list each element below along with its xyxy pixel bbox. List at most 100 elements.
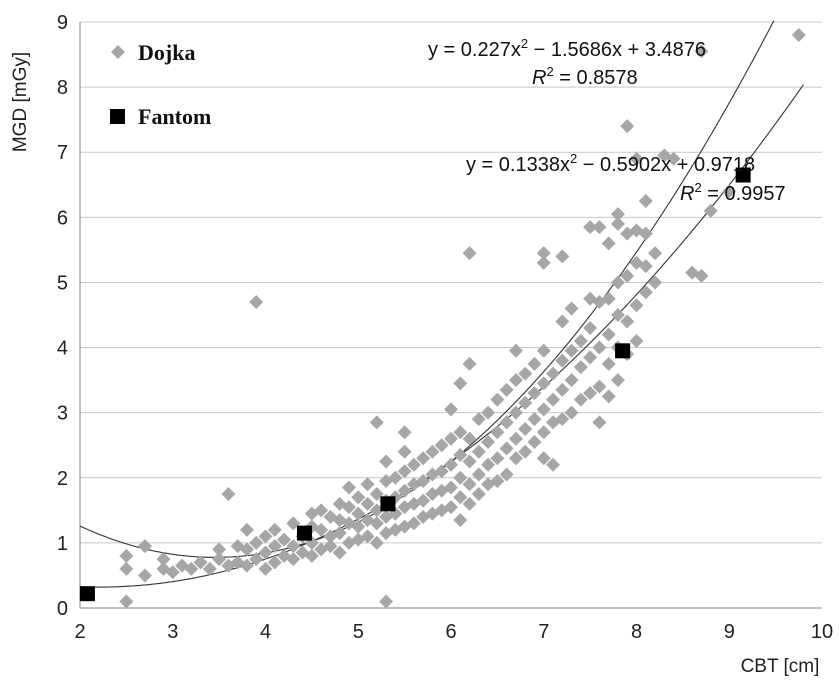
dojka-point [564,301,579,316]
dojka-point [286,539,301,554]
dojka-point [564,405,579,420]
dojka-point [638,194,653,209]
dojka-point [527,412,542,427]
dojka-series [119,28,806,609]
dojka-point [453,425,468,440]
dojka-point [193,555,208,570]
dojka-r2: R2 = 0.8578 [532,64,638,89]
x-tick-label: 7 [538,621,549,643]
dojka-point [546,457,561,472]
dojka-point [564,373,579,388]
dojka-point [629,151,644,166]
dojka-point [416,493,431,508]
x-tick-label: 3 [167,621,178,643]
dojka-point [212,542,227,557]
dojka-point [406,516,421,531]
dojka-point [490,425,505,440]
dojka-point [453,513,468,528]
dojka-point [184,561,199,576]
y-tick-label: 3 [57,403,68,425]
dojka-point [508,405,523,420]
dojka-point [314,522,329,537]
dojka-point [518,444,533,459]
dojka-point [592,220,607,235]
fantom-point [380,496,396,512]
legend-fantom-marker [110,109,125,124]
dojka-point [601,356,616,371]
dojka-point [304,548,319,563]
dojka-point [267,555,282,570]
dojka-point [351,506,366,521]
y-tick-label: 4 [57,338,68,360]
dojka-point [508,431,523,446]
dojka-point [546,366,561,381]
dojka-point [314,503,329,518]
dojka-point [481,457,496,472]
dojka-point [165,565,180,580]
dojka-point [499,467,514,482]
dojka-equation: y = 0.227x2 − 1.5686x + 3.4876 [428,36,706,61]
dojka-point [286,516,301,531]
dojka-point [555,314,570,329]
y-tick-label: 0 [57,598,68,620]
dojka-point [332,545,347,560]
dojka-point [620,119,635,134]
dojka-point [369,415,384,430]
dojka-point [444,402,458,417]
dojka-point [369,487,384,502]
x-tick-label: 4 [260,621,271,643]
dojka-point [397,444,412,459]
x-tick-label: 5 [353,621,364,643]
dojka-point [592,340,607,355]
dojka-point [555,412,570,427]
dojka-point [416,451,431,466]
dojka-point [527,386,542,401]
y-axis-title: MGD [mGy] [10,52,31,152]
dojka-point [471,467,486,482]
dojka-point [555,382,570,397]
dojka-point [444,457,458,472]
dojka-point [341,500,356,515]
dojka-point [462,496,477,511]
dojka-point [397,425,412,440]
dojka-point [583,321,598,336]
dojka-point [258,561,273,576]
dojka-point [610,275,625,290]
y-tick-label: 1 [57,533,68,555]
dojka-point [444,431,458,446]
dojka-point [508,343,523,358]
dojka-point [629,334,644,349]
dojka-point [638,285,653,300]
dojka-point [508,373,523,388]
x-tick-label: 6 [445,621,456,643]
dojka-point [267,522,282,537]
dojka-point [610,216,625,231]
dojka-point [453,490,468,505]
dojka-point [490,392,505,407]
x-tick-label: 9 [724,621,735,643]
dojka-point [536,425,551,440]
dojka-point [573,392,588,407]
dojka-point [592,379,607,394]
dojka-point [406,457,421,472]
dojka-point [722,184,737,199]
dojka-point [462,431,477,446]
dojka-point [258,529,273,544]
dojka-point [351,490,366,505]
dojka-point [536,376,551,391]
dojka-point [610,207,625,222]
dojka-point [379,509,394,524]
dojka-point [499,441,514,456]
y-tick-label: 9 [57,12,68,34]
dojka-point [471,487,486,502]
dojka-point [694,268,709,283]
dojka-point [239,558,254,573]
dojka-point [583,386,598,401]
y-tick-label: 8 [57,77,68,99]
dojka-point [369,503,384,518]
fantom-series [79,167,751,602]
dojka-point [360,496,375,511]
dojka-point [610,373,625,388]
x-tick-label: 8 [631,621,642,643]
